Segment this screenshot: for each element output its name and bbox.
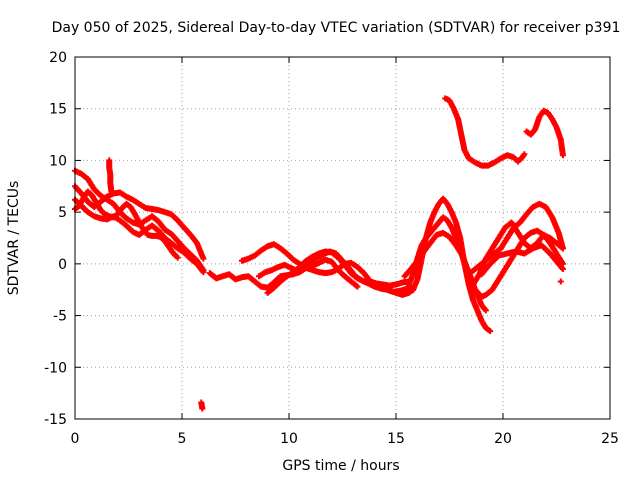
y-tick-label: 10 — [49, 153, 67, 169]
y-tick-label: 15 — [49, 102, 67, 118]
y-axis-label: SDTVAR / TECUs — [6, 181, 22, 296]
y-tick-label: -15 — [44, 412, 67, 428]
x-tick-label: 5 — [178, 431, 187, 447]
x-tick-label: 15 — [387, 431, 405, 447]
data-point — [199, 405, 206, 412]
y-tick-label: -5 — [53, 309, 67, 325]
y-tick-label: 5 — [58, 205, 67, 221]
x-tick-label: 20 — [494, 431, 512, 447]
data-point — [354, 283, 361, 290]
x-axis-label: GPS time / hours — [282, 458, 399, 474]
data-point — [200, 269, 207, 276]
data-point — [200, 255, 207, 262]
y-tick-label: 0 — [58, 257, 67, 273]
plot-frame — [74, 56, 611, 420]
y-axis: -15 -10 -5 0 5 10 15 20 — [44, 50, 610, 428]
data-point — [174, 254, 181, 261]
grid — [75, 57, 610, 419]
data-point — [559, 245, 566, 252]
data-point — [482, 307, 489, 314]
data-point — [108, 188, 115, 195]
y-tick-label: 20 — [49, 50, 67, 66]
y-tick-label: -10 — [44, 360, 67, 376]
x-tick-label: 10 — [280, 431, 298, 447]
data-points — [72, 95, 566, 412]
chart-title: Day 050 of 2025, Sidereal Day-to-day VTE… — [52, 20, 621, 36]
x-axis: 0 5 10 15 20 25 — [71, 57, 619, 447]
data-point — [559, 152, 566, 159]
x-tick-label: 0 — [71, 431, 80, 447]
x-tick-label: 25 — [601, 431, 619, 447]
data-point — [487, 328, 494, 335]
data-point — [521, 151, 528, 158]
data-point — [559, 266, 566, 273]
data-point — [557, 278, 564, 285]
